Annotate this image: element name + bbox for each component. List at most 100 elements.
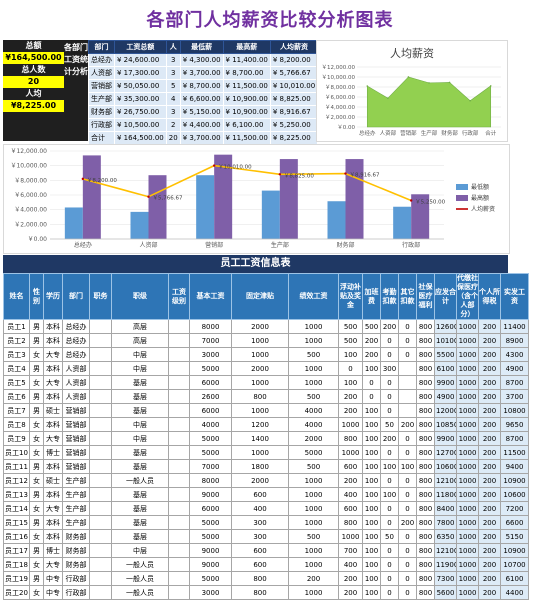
employee-cell[interactable]: 员工20 (3, 585, 30, 600)
employee-cell[interactable]: 200 (478, 557, 501, 572)
employee-cell[interactable]: 200 (478, 515, 501, 530)
employee-cell[interactable]: 500 (338, 319, 363, 334)
employee-cell[interactable]: 6000 (189, 375, 232, 390)
employee-cell[interactable]: 博士 (43, 543, 63, 558)
employee-cell[interactable]: 800 (416, 473, 435, 488)
employee-cell[interactable]: 1000 (231, 333, 289, 348)
employee-cell[interactable]: 8900 (500, 333, 529, 348)
employee-cell[interactable]: 中专 (43, 571, 63, 586)
employee-cell[interactable]: 800 (416, 333, 435, 348)
employee-cell[interactable]: 财务部 (62, 557, 90, 572)
employee-cell[interactable]: 100 (338, 347, 363, 362)
employee-cell[interactable]: 5000 (189, 445, 232, 460)
employee-cell[interactable]: 0 (362, 389, 381, 404)
employee-cell[interactable]: 200 (478, 403, 501, 418)
employee-cell[interactable]: 1000 (288, 375, 339, 390)
dept-cell[interactable]: ¥ 11,500.00 (222, 131, 271, 145)
employee-cell[interactable]: 0 (338, 361, 363, 376)
employee-cell[interactable]: 硕士 (43, 403, 63, 418)
employee-cell[interactable]: 一般人员 (111, 571, 169, 586)
employee-cell[interactable]: 800 (416, 417, 435, 432)
count-value[interactable]: 20 (3, 76, 64, 88)
employee-cell[interactable]: 行政部 (62, 585, 90, 600)
employee-cell[interactable]: 大专 (43, 431, 63, 446)
employee-cell[interactable]: 1000 (456, 529, 479, 544)
employee-cell[interactable] (168, 333, 190, 348)
employee-cell[interactable]: 女 (29, 347, 44, 362)
employee-cell[interactable]: 50 (380, 417, 399, 432)
employee-cell[interactable]: 1000 (231, 375, 289, 390)
employee-cell[interactable]: 300 (380, 361, 399, 376)
employee-cell[interactable]: 10600 (500, 487, 529, 502)
dept-cell[interactable]: 4 (165, 92, 181, 106)
total-value[interactable]: ¥164,500.00 (3, 52, 64, 64)
employee-cell[interactable]: 1000 (456, 487, 479, 502)
dept-cell[interactable]: ¥ 8,916.67 (269, 105, 319, 119)
employee-cell[interactable]: 生产部 (62, 515, 90, 530)
employee-cell[interactable]: 800 (416, 487, 435, 502)
dept-cell[interactable]: ¥ 5,250.00 (269, 118, 319, 132)
employee-cell[interactable]: 300 (231, 529, 289, 544)
employee-cell[interactable]: 营销部 (62, 445, 90, 460)
employee-cell[interactable]: 7300 (434, 571, 457, 586)
employee-cell[interactable]: 硕士 (43, 473, 63, 488)
employee-cell[interactable]: 本科 (43, 417, 63, 432)
employee-cell[interactable] (89, 585, 112, 600)
employee-cell[interactable]: 0 (398, 543, 417, 558)
employee-cell[interactable]: 100 (362, 403, 381, 418)
employee-cell[interactable]: 600 (231, 557, 289, 572)
employee-cell[interactable]: 9900 (434, 431, 457, 446)
employee-cell[interactable]: 中层 (111, 543, 169, 558)
employee-cell[interactable]: 200 (478, 501, 501, 516)
employee-cell[interactable]: 1000 (456, 445, 479, 460)
employee-cell[interactable]: 一般人员 (111, 585, 169, 600)
employee-cell[interactable]: 200 (380, 319, 399, 334)
employee-cell[interactable]: 生产部 (62, 473, 90, 488)
employee-cell[interactable]: 1000 (288, 557, 339, 572)
employee-cell[interactable]: 7200 (500, 501, 529, 516)
employee-cell[interactable] (89, 347, 112, 362)
employee-cell[interactable]: 员工7 (3, 403, 30, 418)
employee-cell[interactable]: 6600 (500, 515, 529, 530)
dept-cell[interactable]: 5 (165, 79, 181, 93)
employee-cell[interactable]: 本科 (43, 529, 63, 544)
employee-cell[interactable]: 9000 (189, 487, 232, 502)
employee-cell[interactable] (168, 389, 190, 404)
dept-cell[interactable]: 3 (165, 105, 181, 119)
employee-cell[interactable]: 5150 (500, 529, 529, 544)
employee-cell[interactable]: 5000 (189, 361, 232, 376)
employee-cell[interactable]: 员工9 (3, 431, 30, 446)
employee-cell[interactable]: 1000 (456, 347, 479, 362)
employee-cell[interactable]: 200 (288, 571, 339, 586)
employee-cell[interactable]: 1000 (456, 473, 479, 488)
employee-cell[interactable]: 500 (362, 319, 381, 334)
employee-cell[interactable]: 800 (416, 543, 435, 558)
employee-cell[interactable]: 4900 (500, 361, 529, 376)
employee-cell[interactable]: 中专 (43, 585, 63, 600)
employee-cell[interactable]: 中层 (111, 361, 169, 376)
employee-cell[interactable]: 1000 (456, 585, 479, 600)
employee-cell[interactable]: 本科 (43, 515, 63, 530)
employee-cell[interactable]: 600 (231, 543, 289, 558)
employee-cell[interactable]: 12700 (434, 445, 457, 460)
employee-cell[interactable]: 100 (380, 487, 399, 502)
employee-cell[interactable]: 200 (478, 445, 501, 460)
dept-cell[interactable]: ¥ 8,825.00 (269, 92, 319, 106)
employee-cell[interactable]: 800 (231, 585, 289, 600)
employee-cell[interactable]: 800 (416, 319, 435, 334)
dept-cell[interactable]: 生产部 (88, 92, 115, 106)
employee-cell[interactable]: 男 (29, 389, 44, 404)
employee-cell[interactable]: 200 (478, 347, 501, 362)
employee-cell[interactable]: 员工17 (3, 543, 30, 558)
employee-cell[interactable]: 男 (29, 459, 44, 474)
employee-cell[interactable]: 员工10 (3, 445, 30, 460)
dept-cell[interactable]: ¥ 164,500.00 (114, 131, 167, 145)
employee-cell[interactable]: 12600 (434, 319, 457, 334)
employee-cell[interactable] (168, 445, 190, 460)
employee-cell[interactable]: 500 (288, 459, 339, 474)
employee-cell[interactable]: 1200 (231, 417, 289, 432)
dept-cell[interactable]: 合计 (88, 131, 115, 145)
employee-cell[interactable]: 男 (29, 361, 44, 376)
employee-cell[interactable]: 8000 (189, 473, 232, 488)
employee-cell[interactable]: 4900 (434, 389, 457, 404)
